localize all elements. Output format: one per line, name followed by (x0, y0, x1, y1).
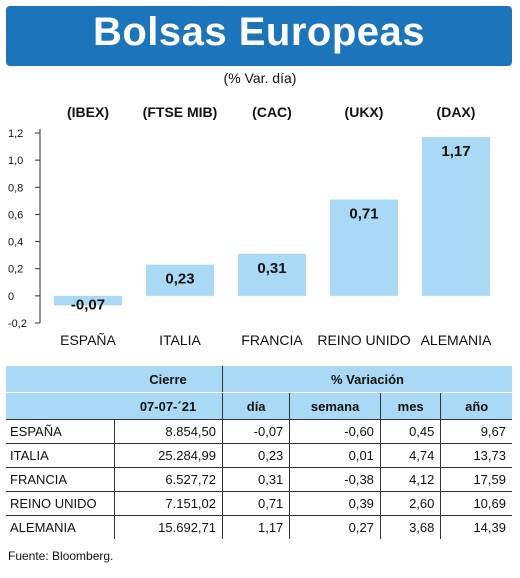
chart-title: Bolsas Europeas (92, 10, 426, 54)
bar-value-label: -0,07 (71, 296, 105, 313)
category-label: ESPAÑA (60, 332, 116, 348)
table-cell-value: 9,67 (440, 419, 512, 444)
table-cell-country: ITALIA (6, 443, 114, 468)
bar (54, 295, 122, 306)
table-cell-value: 8.854,50 (113, 419, 223, 444)
table-cell-value: 4,12 (379, 467, 441, 492)
table-cell-value: 0,01 (289, 443, 381, 468)
table-header-row-2: 07-07-´21 día semana mes año (6, 392, 512, 420)
table-cell-value: 0,71 (221, 491, 290, 516)
category-label: FRANCIA (241, 332, 303, 348)
table-row: FRANCIA 6.527,72 0,31 -0,38 4,12 17,59 (6, 467, 512, 492)
bar-value-label: 1,17 (441, 143, 470, 160)
header-mes: mes (379, 392, 441, 420)
table-cell-value: 2,60 (379, 491, 441, 516)
table-cell-value: 0,27 (289, 515, 381, 539)
table-cell-country: ESPAÑA (6, 419, 114, 444)
index-label: (IBEX) (67, 104, 109, 120)
table-body: ESPAÑA 8.854,50 -0,07 -0,60 0,45 9,67 ITALIA 25… (6, 419, 512, 539)
bar (422, 137, 490, 296)
category-label: ITALIA (159, 332, 201, 348)
table-cell-value: 10,69 (440, 491, 512, 516)
bar (146, 264, 214, 296)
table-cell-value: 17,59 (440, 467, 512, 492)
index-label: (UKX) (345, 104, 384, 120)
table-cell-country: FRANCIA (6, 467, 114, 492)
table-row: ESPAÑA 8.854,50 -0,07 -0,60 0,45 9,67 (6, 419, 512, 444)
category-label: ALEMANIA (421, 332, 492, 348)
y-tick-label: 0,6 (8, 209, 23, 221)
index-label: (FTSE MIB) (143, 104, 218, 120)
index-label: (CAC) (252, 104, 292, 120)
table-cell-value: 0,39 (289, 491, 381, 516)
table-cell-country: ALEMANIA (6, 515, 114, 539)
y-tick-label: -0,2 (8, 318, 27, 330)
bar-value-label: 0,71 (349, 206, 378, 223)
table-row: ALEMANIA 15.692,71 1,17 0,27 3,68 14,39 (6, 515, 512, 539)
y-tick-label: 0,2 (8, 264, 23, 276)
table-cell-value: -0,07 (221, 419, 290, 444)
category-label: REINO UNIDO (317, 332, 410, 348)
bar (238, 253, 306, 296)
y-tick-label: 0 (8, 291, 14, 303)
table-row: ITALIA 25.284,99 0,23 0,01 4,74 13,73 (6, 443, 512, 468)
table-cell-value: 4,74 (379, 443, 441, 468)
title-banner: Bolsas Europeas (6, 6, 512, 66)
bar-chart: 1,2 1,0 0,8 0,6 0,4 0,2 0 -0,2 -0,07 (IBEX) ESPAÑA… (8, 104, 492, 348)
table-cell-value: 7.151,02 (113, 491, 223, 516)
header-cierre: Cierre (114, 366, 223, 393)
header-blank (6, 366, 114, 393)
table-cell-value: -0,60 (289, 419, 381, 444)
table-cell-value: 0,31 (221, 467, 290, 492)
table-row: REINO UNIDO 7.151,02 0,71 0,39 2,60 10,69 (6, 491, 512, 516)
bar-value-label: 0,23 (165, 271, 194, 288)
bar-value-label: 0,31 (257, 260, 286, 277)
header-semana: semana (289, 392, 381, 420)
table-cell-value: 15.692,71 (113, 515, 223, 539)
table-cell-value: 0,23 (221, 443, 290, 468)
table-header-row-1: Cierre % Variación (6, 366, 512, 393)
header-ano: año (440, 392, 512, 420)
header-date: 07-07-´21 (114, 392, 223, 420)
index-label: (DAX) (437, 104, 476, 120)
y-tick-label: 1,2 (8, 128, 23, 140)
y-tick-label: 1,0 (8, 155, 23, 167)
y-tick-label: 0,8 (8, 182, 23, 194)
y-tick-label: 0,4 (8, 237, 23, 249)
header-blank-2 (6, 392, 114, 420)
table-cell-value: 6.527,72 (113, 467, 223, 492)
table-cell-value: 25.284,99 (113, 443, 223, 468)
data-table-container: Cierre % Variación 07-07-´21 día semana … (6, 366, 512, 539)
table-cell-value: 13,73 (440, 443, 512, 468)
table-cell-value: 0,45 (379, 419, 441, 444)
header-dia: día (221, 392, 290, 420)
bar (330, 199, 398, 296)
chart-subtitle: (% Var. día) (223, 70, 297, 86)
table-cell-value: 3,68 (379, 515, 441, 539)
table-cell-value: -0,38 (289, 467, 381, 492)
source-note: Fuente: Bloomberg. (8, 549, 114, 563)
data-table: Cierre % Variación 07-07-´21 día semana … (6, 366, 512, 539)
table-cell-country: REINO UNIDO (6, 491, 114, 516)
header-variacion: % Variación (222, 366, 512, 393)
table-cell-value: 1,17 (221, 515, 290, 539)
table-cell-value: 14,39 (440, 515, 512, 539)
